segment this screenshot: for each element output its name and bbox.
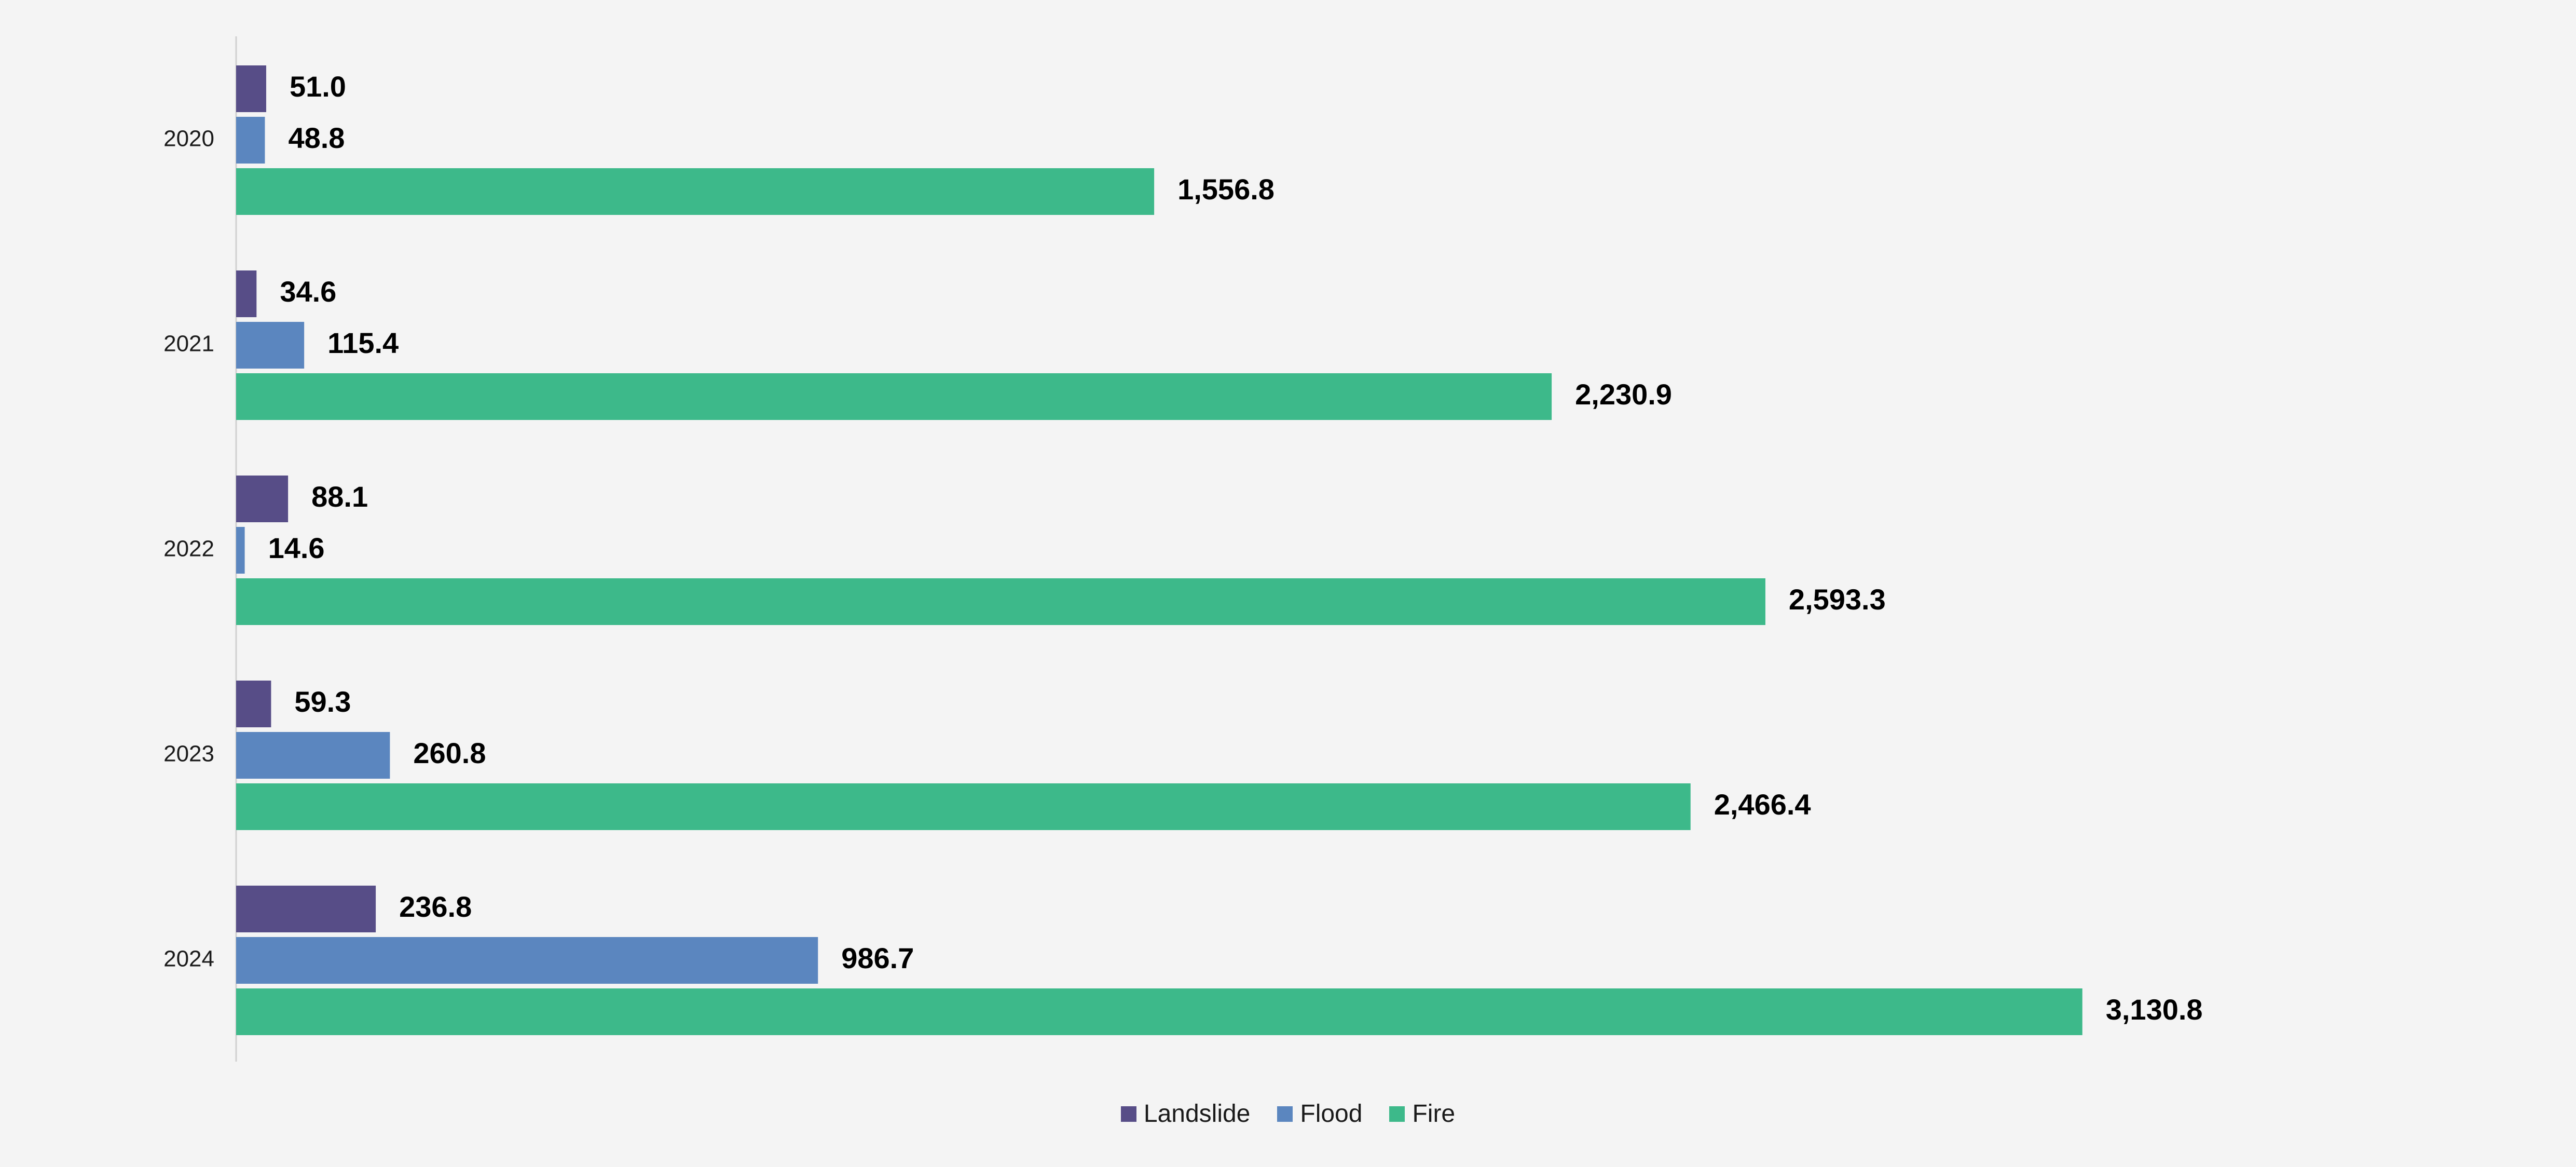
data-label-landslide-2022: 88.1 (311, 480, 368, 513)
category-labels: 2020 2021 2022 2023 2024 (163, 126, 214, 972)
legend-label: Flood (1300, 1100, 1363, 1128)
data-label-landslide-2023: 59.3 (294, 685, 351, 718)
bar-landslide-2021 (236, 270, 257, 317)
data-label-flood-2021: 115.4 (327, 327, 399, 359)
data-label-fire-2022: 2,593.3 (1789, 583, 1886, 616)
data-labels: 51.0 48.8 1,556.8 34.6 115.4 2,230.9 88.1 14.6 2… (268, 70, 2203, 1026)
data-label-landslide-2020: 51.0 (290, 70, 346, 103)
bars (236, 65, 2082, 1035)
bar-landslide-2024 (236, 886, 376, 932)
bar-flood-2023 (236, 732, 390, 779)
category-label-2020: 2020 (163, 126, 214, 152)
data-label-fire-2021: 2,230.9 (1575, 378, 1672, 411)
data-label-fire-2023: 2,466.4 (1714, 788, 1811, 821)
bar-flood-2021 (236, 322, 305, 369)
bar-flood-2024 (236, 937, 818, 984)
data-label-flood-2022: 14.6 (268, 532, 325, 564)
bar-fire-2024 (236, 988, 2082, 1035)
chart-plot: 2020 2021 2022 2023 2024 51.0 48.8 1,556.8 34.6… (163, 36, 2203, 1062)
bar-landslide-2023 (236, 681, 271, 727)
category-label-2024: 2024 (163, 946, 214, 972)
data-label-flood-2020: 48.8 (288, 121, 345, 154)
legend-item-flood: Flood (1277, 1100, 1362, 1128)
bar-fire-2023 (236, 783, 1691, 830)
legend-swatch-landslide (1120, 1106, 1136, 1122)
bar-fire-2022 (236, 578, 1765, 625)
data-label-flood-2024: 986.7 (841, 942, 914, 974)
data-label-flood-2023: 260.8 (413, 737, 486, 769)
bar-fire-2021 (236, 373, 1552, 420)
legend-label: Fire (1412, 1100, 1456, 1128)
legend-swatch-fire (1389, 1106, 1405, 1122)
data-label-landslide-2024: 236.8 (399, 890, 472, 923)
legend: Landslide Flood Fire (0, 1100, 2576, 1128)
category-label-2021: 2021 (163, 331, 214, 357)
legend-label: Landslide (1143, 1100, 1251, 1128)
bar-landslide-2020 (236, 65, 266, 112)
bar-landslide-2022 (236, 476, 289, 522)
data-label-fire-2020: 1,556.8 (1177, 173, 1275, 206)
data-label-landslide-2021: 34.6 (280, 275, 336, 308)
category-label-2023: 2023 (163, 741, 214, 767)
data-label-fire-2024: 3,130.8 (2106, 993, 2203, 1026)
legend-item-fire: Fire (1389, 1100, 1455, 1128)
bar-fire-2020 (236, 168, 1155, 215)
legend-item-landslide: Landslide (1120, 1100, 1251, 1128)
category-label-2022: 2022 (163, 536, 214, 562)
bar-flood-2022 (236, 527, 245, 574)
bar-flood-2020 (236, 117, 265, 164)
legend-swatch-flood (1277, 1106, 1293, 1122)
